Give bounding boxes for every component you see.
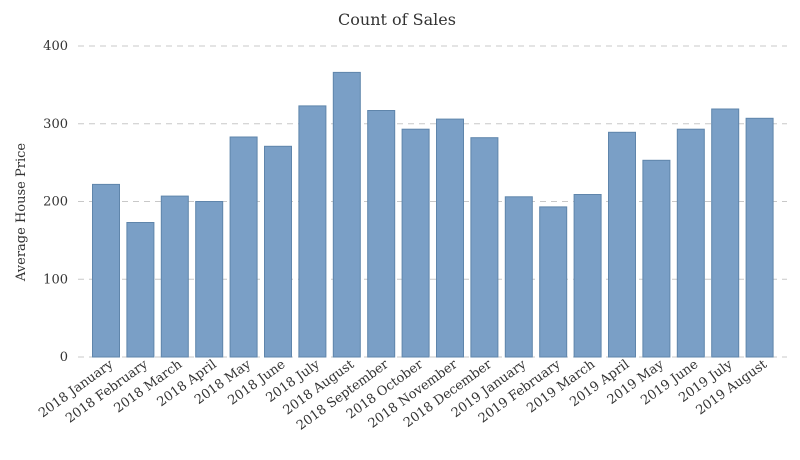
bar-layer <box>92 71 774 358</box>
y-tick-label: 0 <box>60 350 68 365</box>
bar <box>539 206 568 358</box>
bar <box>573 194 602 358</box>
bar <box>126 222 155 358</box>
chart-title: Count of Sales <box>338 10 456 29</box>
bar <box>229 136 258 358</box>
bar <box>676 128 705 358</box>
bar <box>711 108 740 358</box>
bar <box>367 110 396 358</box>
bar <box>332 71 361 358</box>
bar <box>470 137 499 358</box>
bar <box>401 128 430 358</box>
bar <box>608 131 636 358</box>
y-tick-label: 400 <box>43 39 68 54</box>
bar <box>195 201 224 358</box>
bar <box>436 118 464 358</box>
y-axis-label: Average House Price <box>14 143 29 282</box>
y-tick-label: 200 <box>43 195 68 210</box>
y-tick-layer: 0 100 200 300 400 <box>43 39 68 365</box>
y-tick-label: 300 <box>43 117 68 132</box>
grid-layer <box>78 45 787 358</box>
bar <box>298 105 327 358</box>
bar <box>160 195 189 358</box>
bar <box>504 196 533 358</box>
y-tick-label: 100 <box>43 272 68 287</box>
bar <box>264 145 292 358</box>
bar <box>92 183 120 358</box>
bar <box>745 117 774 358</box>
bar <box>642 159 671 358</box>
